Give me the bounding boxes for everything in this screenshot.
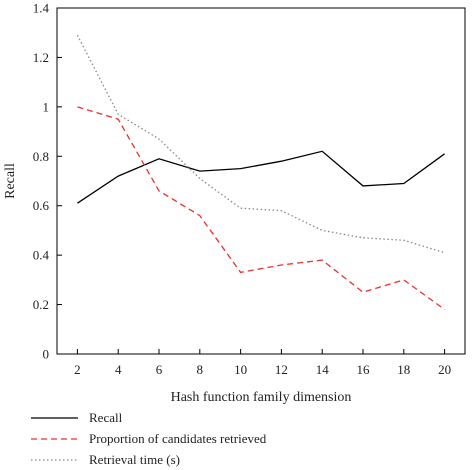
x-tick-label: 18	[397, 362, 410, 377]
y-axis-title: Recall	[3, 163, 18, 199]
y-tick-label: 0.8	[33, 149, 49, 164]
x-axis: 2 4 6 8 10 12 14 16 18 20	[74, 349, 451, 377]
y-tick-label: 1.4	[33, 1, 50, 16]
legend-label-proportion-of-candidates: Proportion of candidates retrieved	[89, 431, 267, 446]
legend-item-retrieval-time: Retrieval time (s)	[31, 452, 180, 467]
x-tick-label: 20	[438, 362, 451, 377]
y-tick-label: 0	[43, 347, 50, 362]
y-tick-label: 1	[43, 99, 50, 114]
legend-item-proportion-of-candidates: Proportion of candidates retrieved	[31, 431, 267, 446]
x-tick-label: 6	[156, 362, 163, 377]
legend-item-recall: Recall	[31, 410, 123, 425]
x-tick-label: 4	[115, 362, 122, 377]
y-tick-label: 1.2	[33, 50, 49, 65]
x-tick-label: 8	[197, 362, 204, 377]
x-axis-title: Hash function family dimension	[171, 390, 352, 405]
y-tick-label: 0.6	[33, 198, 50, 213]
x-tick-label: 2	[74, 362, 81, 377]
y-axis: 0 0.2 0.4 0.6 0.8 1 1.2 1.4	[33, 1, 62, 362]
x-tick-label: 12	[275, 362, 288, 377]
legend-label-retrieval-time: Retrieval time (s)	[89, 452, 180, 467]
x-tick-label: 16	[357, 362, 371, 377]
x-tick-label: 14	[316, 362, 330, 377]
plot-frame	[56, 7, 466, 355]
y-tick-label: 0.4	[33, 248, 50, 263]
series-layer	[76, 34, 445, 311]
legend-label-recall: Recall	[89, 410, 123, 425]
series-line-recall	[77, 150, 445, 204]
y-tick-label: 0.2	[33, 297, 49, 312]
legend: Recall Proportion of candidates retrieve…	[31, 410, 267, 467]
series-line-proportion-of-candidates-retrieved	[77, 106, 445, 311]
series-line-retrieval-time-s	[76, 34, 445, 254]
x-tick-label: 10	[234, 362, 247, 377]
